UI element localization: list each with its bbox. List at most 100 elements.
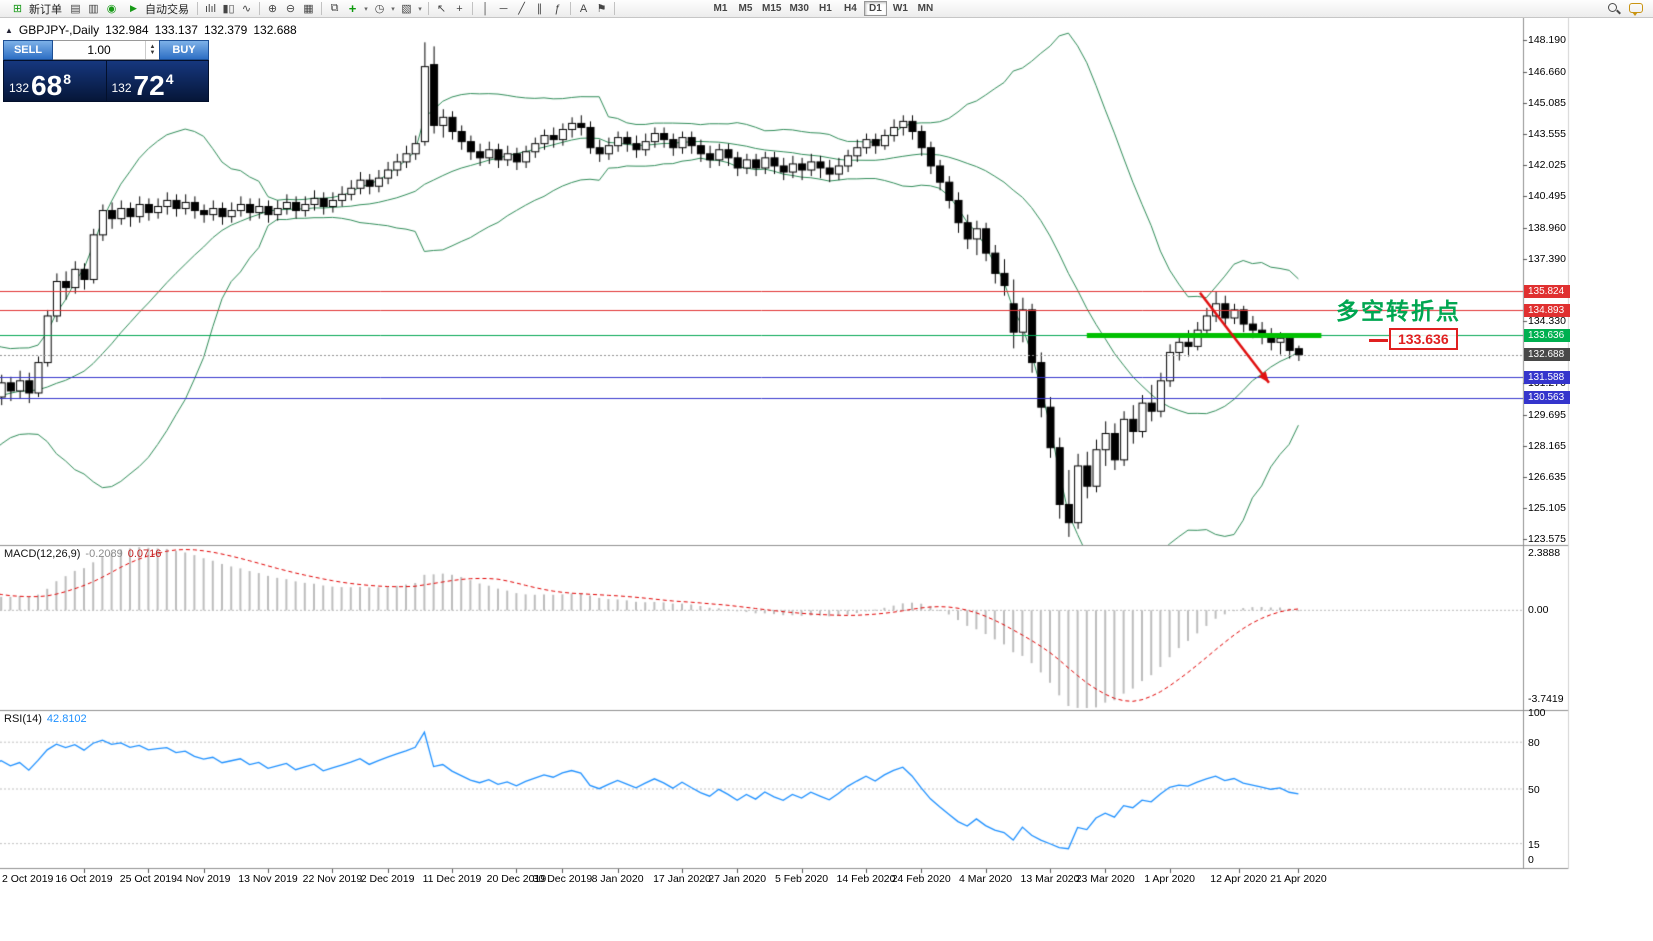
date-axis-label: 2 Oct 2019 [2, 873, 54, 885]
templates-caret-icon[interactable]: ▾ [418, 5, 422, 13]
date-axis-label: 22 Nov 2019 [302, 873, 363, 885]
autotrade-button[interactable]: ▶ 自动交易 [121, 1, 193, 17]
volume-spinner[interactable]: ▲ ▼ [145, 41, 159, 59]
timeframe-button-w1[interactable]: W1 [889, 1, 912, 16]
arrange-windows-icon[interactable]: ⧉ [330, 2, 339, 14]
periods-clock-icon[interactable]: ◷ [374, 3, 385, 15]
date-axis-label: 16 Oct 2019 [55, 873, 113, 885]
search-icon[interactable] [1606, 1, 1621, 16]
autotrade-label: 自动交易 [145, 3, 189, 16]
macd-main-value: -0.2089 [85, 548, 123, 560]
bid-pip-digit: 8 [63, 71, 71, 87]
price-tag[interactable]: 130.563 [1524, 391, 1570, 405]
sell-button[interactable]: SELL [3, 40, 53, 60]
price-axis-label: 138.960 [1528, 221, 1566, 234]
volume-field[interactable]: 1.00 ▲ ▼ [53, 40, 159, 60]
bid-big-digits: 68 [31, 70, 63, 101]
zoom-in-icon[interactable]: ⊕ [267, 3, 278, 15]
ohlc-close: 132.688 [253, 23, 297, 37]
price-tag[interactable]: 131.588 [1524, 370, 1570, 384]
price-tag[interactable]: 132.688 [1524, 348, 1570, 362]
price-axis-label: 146.660 [1528, 65, 1566, 78]
price-tag[interactable]: 135.824 [1524, 284, 1570, 298]
crosshair-icon[interactable]: + [456, 2, 463, 15]
price-axis-label: 143.555 [1528, 128, 1566, 141]
periods-caret-icon[interactable]: ▾ [391, 5, 395, 13]
date-axis-label: 27 Jan 2020 [708, 873, 767, 885]
tile-windows-icon[interactable]: ▦ [303, 3, 314, 15]
vertical-line-tool-icon[interactable]: │ [482, 2, 489, 15]
volume-down-icon[interactable]: ▼ [149, 50, 156, 56]
price-box-dash [1369, 339, 1388, 342]
date-axis-label: 13 Mar 2020 [1020, 873, 1080, 885]
bid-quote[interactable]: 132 68 8 [4, 61, 106, 101]
timeframe-button-mn[interactable]: MN [914, 1, 937, 16]
macd-axis-label: -3.7419 [1528, 693, 1564, 706]
channel-tool-icon[interactable]: ∥ [536, 3, 543, 15]
text-tool-icon[interactable]: A [579, 2, 588, 15]
new-order-label: 新订单 [29, 3, 62, 16]
profiles-icon[interactable]: ▥ [88, 3, 99, 15]
zoom-out-icon[interactable]: ⊖ [285, 3, 296, 15]
price-tag[interactable]: 134.893 [1524, 303, 1570, 317]
buy-button[interactable]: BUY [159, 40, 209, 60]
one-click-panel-toggle-icon[interactable]: ▲ [5, 25, 13, 35]
status-icon[interactable]: ◉ [106, 3, 117, 15]
date-axis-label: 30 Dec 2019 [532, 873, 593, 885]
new-order-icon: ⊞ [12, 3, 23, 15]
cursor-icon[interactable]: ↖ [436, 3, 447, 15]
timeframe-button-d1[interactable]: D1 [863, 1, 887, 16]
rsi-label: RSI(14) 42.8102 [4, 713, 87, 725]
candlestick-chart-icon[interactable]: ▮▯ [222, 3, 235, 15]
date-axis-label: 17 Jan 2020 [653, 873, 711, 885]
ask-prefix: 132 [111, 81, 132, 95]
date-axis-label: 14 Feb 2020 [836, 873, 896, 885]
arrow-objects-icon[interactable]: ⚑ [596, 3, 607, 15]
add-indicator-icon[interactable]: + [348, 1, 357, 16]
timeframe-button-m30[interactable]: M30 [786, 1, 811, 16]
price-axis-label: 128.165 [1528, 440, 1566, 453]
volume-value[interactable]: 1.00 [87, 43, 111, 57]
bar-chart-icon[interactable]: ılıl [205, 2, 216, 15]
quote-row: 132 68 8 132 72 4 [3, 60, 209, 102]
date-axis-label: 8 Jan 2020 [591, 873, 644, 885]
toolbar-separator [321, 2, 322, 15]
horizontal-line-tool-icon[interactable]: ─ [499, 2, 508, 15]
templates-icon[interactable]: ▧ [401, 3, 412, 15]
symbol-bar: ▲ GBPJPY-,Daily 132.984 133.137 132.379 … [5, 23, 297, 37]
volume-up-icon[interactable]: ▲ [149, 44, 156, 50]
trendline-tool-icon[interactable]: ╱ [518, 3, 525, 15]
date-axis-label: 2 Dec 2019 [360, 873, 415, 885]
trade-controls-row: SELL 1.00 ▲ ▼ BUY [3, 40, 209, 60]
macd-axis-label: 2.3888 [1528, 547, 1561, 560]
price-axis-label: 148.190 [1528, 34, 1566, 47]
rsi-value: 42.8102 [46, 713, 87, 725]
timeframe-button-m1[interactable]: M1 [709, 1, 732, 16]
timeframe-button-m15[interactable]: M15 [759, 1, 784, 16]
macd-axis-label: 0.00 [1528, 604, 1549, 617]
date-axis-label: 4 Mar 2020 [959, 873, 1013, 885]
toolbar-separator [570, 2, 571, 15]
timeframe-button-h4[interactable]: H4 [839, 1, 862, 16]
add-indicator-caret-icon[interactable]: ▾ [364, 5, 368, 13]
price-axis-label: 129.695 [1528, 409, 1566, 422]
macd-signal-value: 0.0716 [127, 548, 162, 560]
timeframe-button-m5[interactable]: M5 [734, 1, 757, 16]
charts-grid-icon[interactable]: ▤ [70, 3, 81, 15]
price-axis-label: 137.390 [1528, 253, 1566, 266]
one-click-trading-panel: SELL 1.00 ▲ ▼ BUY 132 68 8 132 72 4 [3, 40, 209, 102]
line-chart-icon[interactable]: ∿ [241, 3, 252, 15]
main-toolbar: ⊞ 新订单 ▤ ▥ ◉ ▶ 自动交易 ılıl ▮▯ ∿ ⊕ ⊖ ▦ ⧉ + ▾… [0, 0, 1653, 18]
chart-canvas[interactable] [0, 18, 1653, 878]
rsi-axis-label: 15 [1528, 838, 1540, 851]
date-axis-label: 13 Nov 2019 [238, 873, 298, 885]
ask-pip-digit: 4 [165, 71, 174, 87]
ask-quote[interactable]: 132 72 4 [106, 61, 208, 101]
timeframe-button-h1[interactable]: H1 [814, 1, 837, 16]
fibonacci-tool-icon[interactable]: ƒ [554, 2, 561, 15]
price-tag[interactable]: 133.636 [1524, 328, 1570, 342]
toolbar-separator [259, 2, 260, 15]
chat-icon[interactable] [1628, 2, 1644, 16]
new-order-button[interactable]: ⊞ 新订单 [5, 1, 66, 17]
rsi-axis-label: 100 [1528, 707, 1546, 719]
